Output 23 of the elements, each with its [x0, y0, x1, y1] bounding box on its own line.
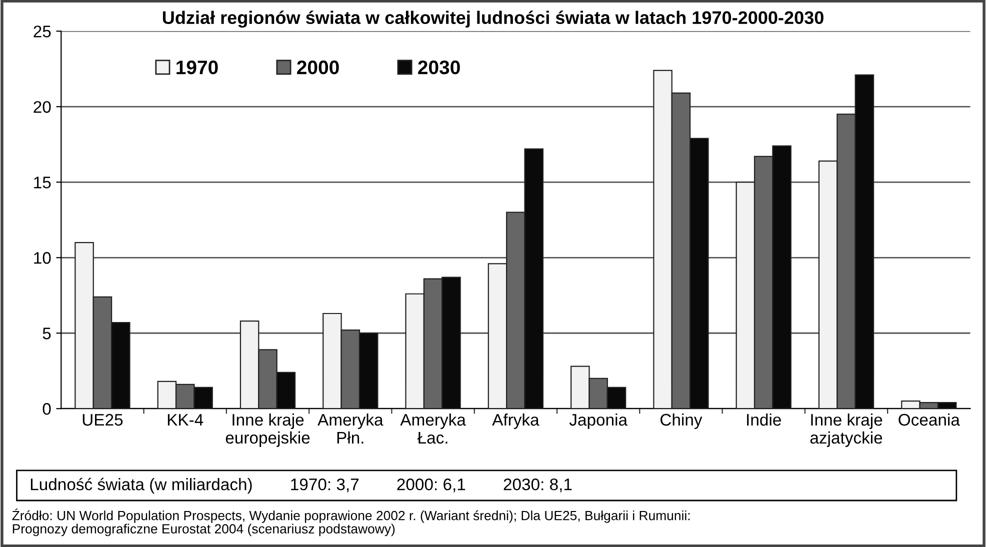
chart-title: Udział regionów świata w całkowitej ludności świata w latach 1970-2000-2030 [162, 10, 824, 28]
y-tick-label: 10 [34, 252, 51, 264]
y-tick-label: 0 [42, 403, 51, 415]
x-tick-label: UE25 [82, 414, 123, 426]
x-tick-label: Ameryka Łac. [400, 413, 466, 444]
x-tick-label: Ameryka Płn. [318, 413, 384, 444]
legend-label: 2000 [297, 60, 339, 74]
x-tick-label: Inne kraje europejskie [226, 413, 310, 447]
x-tick-label: Indie [747, 413, 781, 426]
legend-label: 1970 [176, 60, 218, 74]
x-tick-label: KK-4 [168, 414, 204, 426]
y-tick-label: 5 [42, 328, 51, 340]
x-tick-label: Inne kraje azjatyckie [810, 413, 882, 447]
y-tick-label: 20 [34, 101, 51, 113]
x-tick-label: Afryka [492, 413, 540, 430]
legend-label: 2030 [418, 60, 460, 74]
x-tick-label: Oceania [898, 413, 960, 426]
text: Źródło: UN World Population Prospects, Wydanie poprawione 2002 r. (Wariant średni); Dla UE25, Bułgarii i Rumunii: Prognozy demograficzne Eurostat 2004 (scenariusz podstawowy) [12, 508, 690, 536]
y-tick-label: 25 [34, 26, 51, 38]
y-tick-label: 15 [34, 176, 51, 188]
text: Ludność świata (w miliardach) 1970: 3,7 2000: 6,1 2030: 8,1 [30, 478, 572, 494]
x-tick-label: Chiny [660, 413, 702, 430]
x-tick-label: Japonia [569, 413, 628, 430]
